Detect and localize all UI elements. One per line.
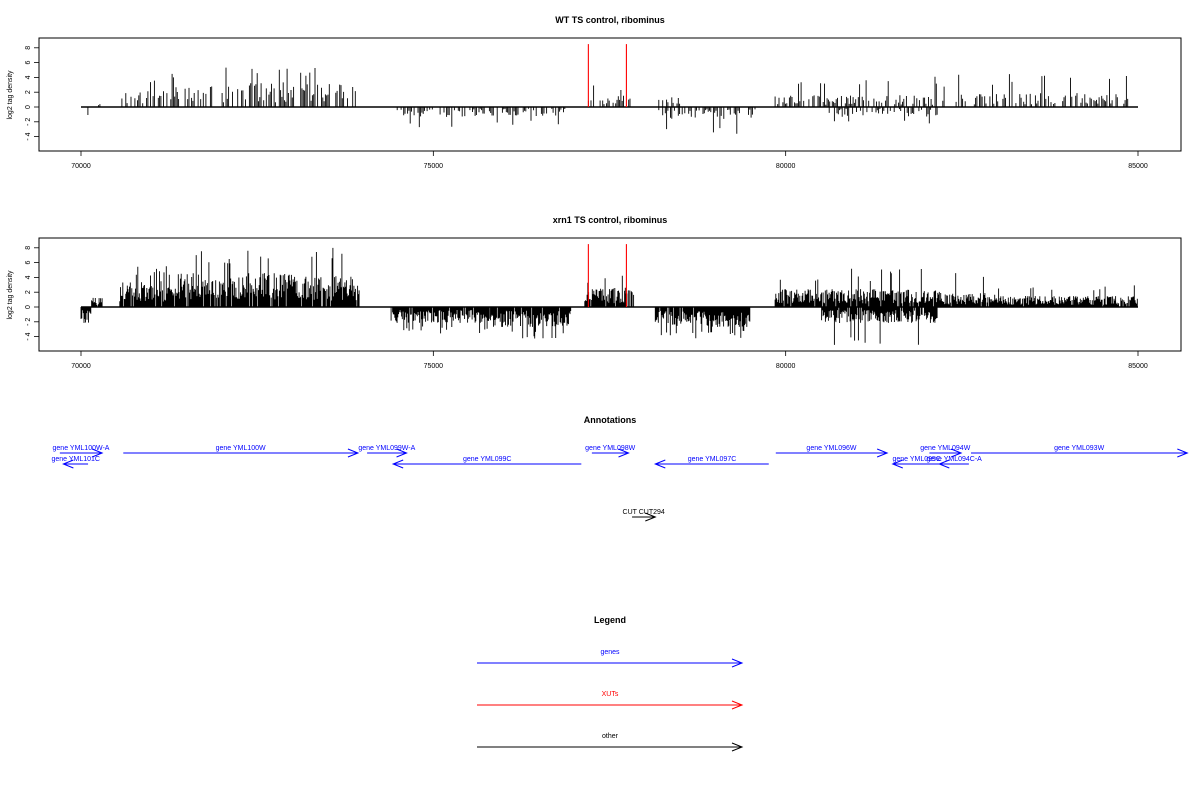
annotation-feature: gene YML097C <box>653 456 769 469</box>
signal-bars <box>87 67 1129 134</box>
feature-label: gene YML098W <box>585 445 635 452</box>
y-tick-label: 2 <box>25 90 32 94</box>
feature-label: gene YML099W-A <box>358 445 415 452</box>
feature-arrowhead <box>876 448 889 458</box>
feature-label: gene YML094W <box>920 445 970 452</box>
feature-label: gene YML093W <box>1054 445 1104 452</box>
feature-label: gene YML100W <box>216 445 266 452</box>
annotation-feature: CUT CUT294 <box>623 509 665 522</box>
legend-item: other <box>477 733 744 752</box>
legend-arrowhead <box>731 742 744 752</box>
feature-label: gene YML096W <box>806 445 856 452</box>
y-tick-label: 8 <box>25 246 32 250</box>
y-tick-label: - 2 <box>25 318 32 326</box>
x-tick-label: 85000 <box>1128 363 1148 370</box>
feature-arrowhead <box>950 448 963 458</box>
feature-arrowhead <box>937 459 950 469</box>
wt-track-title: WT TS control, ribominus <box>555 15 665 25</box>
legend-label: XUTs <box>602 691 619 698</box>
feature-label: gene YML099C <box>463 456 512 463</box>
x-tick-label: 85000 <box>1128 163 1148 170</box>
y-tick-label: 8 <box>25 46 32 50</box>
feature-arrowhead <box>91 448 104 458</box>
legend-label: genes <box>600 649 620 656</box>
annotation-feature: gene YML101C <box>51 456 100 469</box>
annotation-feature: gene YML099W-A <box>358 445 416 458</box>
y-tick-label: 4 <box>25 275 32 279</box>
y-tick-label: - 2 <box>25 118 32 126</box>
x-tick-label: 70000 <box>71 363 91 370</box>
feature-label: gene YML095C <box>892 456 941 463</box>
legend-items: genes XUTs other <box>477 649 744 752</box>
annotation-feature: gene YML100W-A <box>53 445 110 458</box>
wt-y-axis-label: log2 tag density <box>7 70 14 120</box>
xrn1-y-axis: - 4 - 2 0 2 4 6 8 <box>25 246 39 341</box>
x-tick-label: 80000 <box>776 363 796 370</box>
xrn1-y-axis-label: log2 tag density <box>7 270 14 320</box>
annotation-feature: gene YML098W <box>585 445 636 458</box>
wt-x-axis: 70000 75000 80000 85000 <box>71 151 1148 170</box>
annotation-feature: gene YML094W <box>920 445 971 458</box>
feature-label: gene YML094C-A <box>926 456 982 463</box>
y-tick-label: 6 <box>25 261 32 265</box>
wt-track-panel: WT TS control, ribominus log2 tag densit… <box>7 15 1182 170</box>
y-tick-label: 2 <box>25 290 32 294</box>
legend-item: genes <box>477 649 744 668</box>
signal-bars <box>80 247 1138 345</box>
xrn1-track-title: xrn1 TS control, ribominus <box>553 215 668 225</box>
feature-arrowhead <box>62 459 74 469</box>
xrn1-signal-bars <box>80 247 1138 345</box>
feature-label: gene YML101C <box>51 456 100 463</box>
xrn1-plot-frame <box>38 237 1182 352</box>
feature-arrowhead <box>653 459 666 469</box>
xrn1-track-panel: xrn1 TS control, ribominus log2 tag dens… <box>7 215 1182 370</box>
legend-panel: Legend genes XUTs other <box>477 615 744 752</box>
annotation-feature: gene YML096W <box>775 445 889 458</box>
xrn1-xut-markers <box>587 244 627 307</box>
feature-label: CUT CUT294 <box>623 509 665 516</box>
annotation-features: gene YML100W-A gene YML101C gene YML100W ge… <box>51 445 1189 522</box>
feature-arrowhead <box>391 459 404 469</box>
feature-arrowhead <box>645 512 657 522</box>
annotation-feature: gene YML099C <box>391 456 582 469</box>
annotation-feature: gene YML094C-A <box>926 456 982 469</box>
annotation-feature: gene YML093W <box>970 445 1189 458</box>
feature-label: gene YML100W-A <box>53 445 110 452</box>
feature-arrowhead <box>1177 448 1189 458</box>
y-tick-label: - 4 <box>25 132 32 140</box>
y-tick-label: 0 <box>25 305 32 309</box>
wt-plot-frame <box>38 37 1182 152</box>
feature-arrowhead <box>891 459 903 469</box>
legend-title: Legend <box>594 615 626 625</box>
xrn1-x-axis: 70000 75000 80000 85000 <box>71 351 1148 370</box>
wt-y-axis: - 4 - 2 0 2 4 6 8 <box>25 46 39 141</box>
legend-arrowhead <box>731 700 744 710</box>
legend-label: other <box>602 733 619 740</box>
x-tick-label: 70000 <box>71 163 91 170</box>
annotation-feature: gene YML095C <box>891 456 941 469</box>
feature-arrowhead <box>396 448 408 458</box>
wt-signal-bars <box>87 67 1129 134</box>
feature-label: gene YML097C <box>688 456 737 463</box>
y-tick-label: 4 <box>25 75 32 79</box>
y-tick-label: 0 <box>25 105 32 109</box>
x-tick-label: 80000 <box>776 163 796 170</box>
legend-arrowhead <box>731 658 744 668</box>
feature-arrowhead <box>347 448 360 458</box>
x-tick-label: 75000 <box>424 363 444 370</box>
legend-item: XUTs <box>477 691 744 710</box>
wt-xut-markers <box>587 44 627 107</box>
y-tick-label: 6 <box>25 61 32 65</box>
annotations-title: Annotations <box>584 415 637 425</box>
y-tick-label: - 4 <box>25 332 32 340</box>
feature-arrowhead <box>618 448 630 458</box>
x-tick-label: 75000 <box>424 163 444 170</box>
annotation-feature: gene YML100W <box>123 445 360 458</box>
